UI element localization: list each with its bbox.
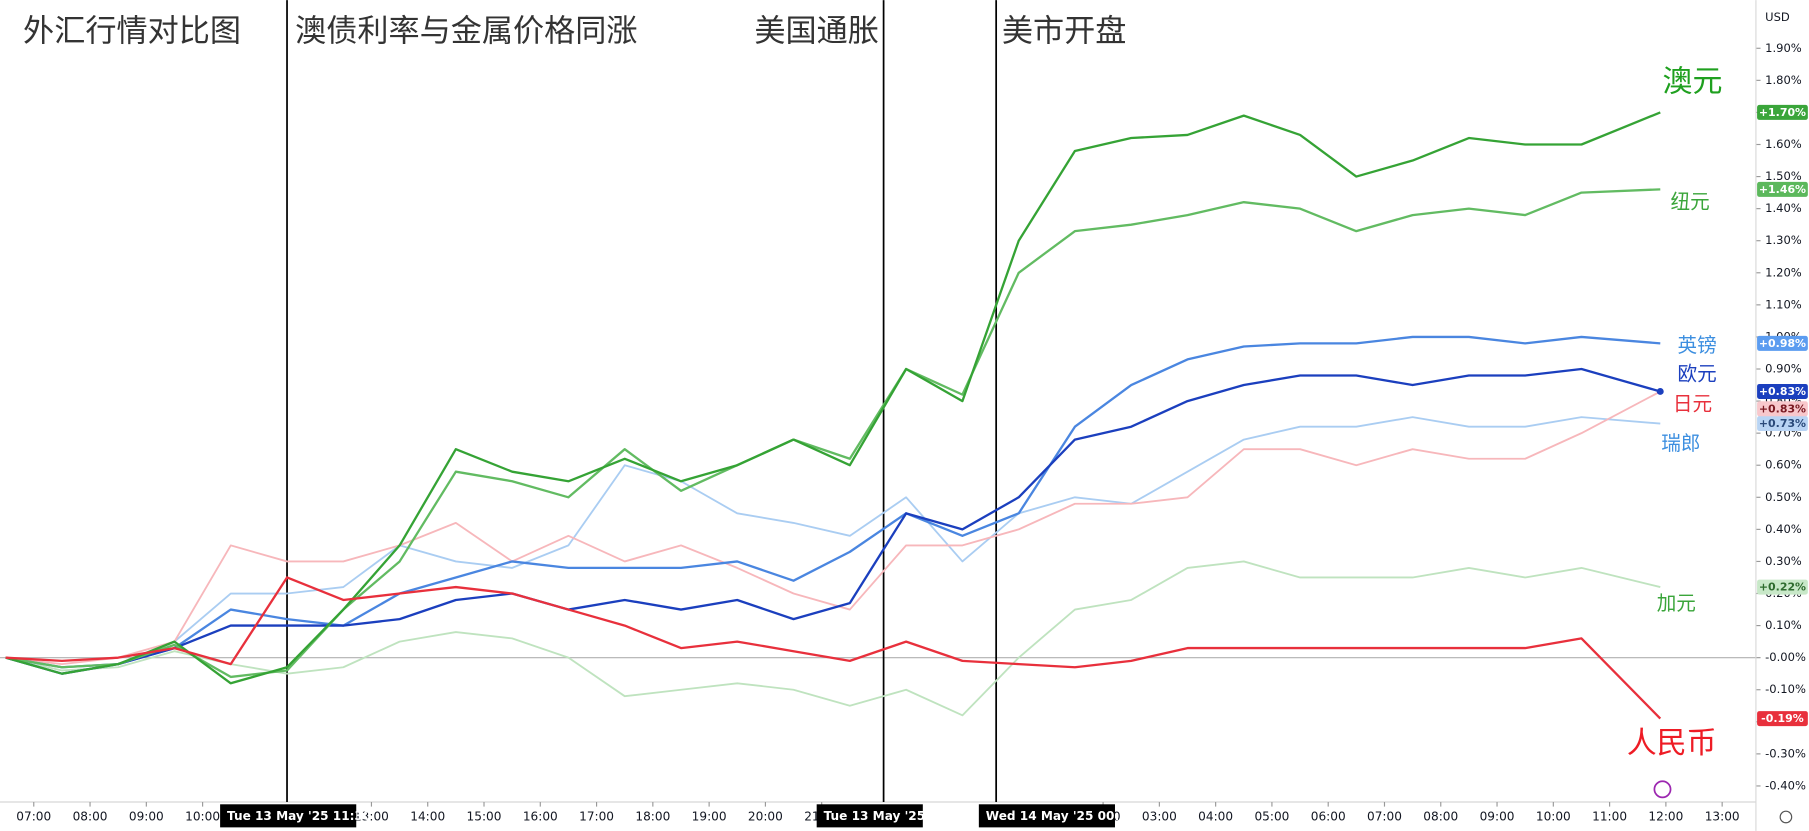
y-tick-label: -0.00%	[1765, 650, 1806, 664]
annotation: 美国通胀	[754, 13, 879, 49]
y-tick-label: -0.30%	[1765, 746, 1806, 760]
x-tick-label: 07:00	[1367, 809, 1402, 823]
x-tick-label: 20:00	[748, 809, 783, 823]
y-tick-label: 1.30%	[1765, 233, 1802, 247]
currency-button[interactable]	[1758, 4, 1805, 28]
y-tick-label: 0.30%	[1765, 554, 1802, 568]
time-label-box	[816, 804, 923, 828]
price-tag	[1757, 181, 1808, 197]
price-tag-label: +1.70%	[1759, 106, 1806, 119]
x-tick-label: 03:00	[1142, 809, 1177, 823]
series-label: 澳元	[1662, 65, 1722, 100]
y-tick-label: 1.60%	[1765, 137, 1802, 151]
series-line	[5, 188, 1661, 679]
x-tick-label: 13:00	[1705, 809, 1740, 823]
annotation: 美市开盘	[1002, 13, 1127, 49]
time-label: Tue 13 May '25 11:30	[220, 804, 371, 828]
y-tick-label: 0.40%	[1765, 522, 1802, 536]
x-tick-label: 10:00	[1536, 809, 1571, 823]
y-tick-label: 1.20%	[1765, 265, 1802, 279]
x-tick-label: 10:00	[185, 809, 220, 823]
price-tag	[1757, 383, 1808, 399]
x-tick-label: 19:00	[692, 809, 727, 823]
y-tick-label: 0.90%	[1765, 362, 1802, 376]
y-tick-label: 1.10%	[1765, 297, 1802, 311]
y-tick-label: 1.80%	[1765, 73, 1802, 87]
y-tick-label: 0.60%	[1765, 458, 1802, 472]
x-tick-label: 16:00	[523, 809, 558, 823]
price-tag-label: +0.98%	[1759, 337, 1806, 350]
time-label-text: Tue 13 May '25 11:30	[227, 809, 371, 823]
x-tick-label: 05:00	[1254, 809, 1289, 823]
x-tick-label: 11:00	[1592, 809, 1627, 823]
time-label-box	[978, 804, 1115, 828]
x-tick-label: 06:00	[1311, 809, 1346, 823]
y-tick-label: -0.10%	[1765, 682, 1806, 696]
series-line	[5, 335, 1661, 669]
x-tick-label: 12:00	[1648, 809, 1683, 823]
x-tick-label: 08:00	[1423, 809, 1458, 823]
price-tag-label: +0.73%	[1759, 417, 1806, 430]
x-tick-label: 09:00	[129, 809, 164, 823]
series-line	[5, 367, 1661, 675]
series-label: 英镑	[1677, 334, 1716, 357]
currency[interactable]: USD	[1765, 10, 1790, 24]
time-label-text: Wed 14 May '25 00:15	[986, 809, 1136, 823]
y-tick-label: 0.50%	[1765, 490, 1802, 504]
series-line	[5, 390, 1661, 666]
price-tag-label: +0.83%	[1759, 385, 1806, 398]
y-tick-label: 1.50%	[1765, 169, 1802, 183]
price-tag-label: +1.46%	[1759, 183, 1806, 196]
series-label: 纽元	[1671, 191, 1710, 214]
settings-icon[interactable]	[1779, 810, 1793, 824]
x-tick-label: 14:00	[410, 809, 445, 823]
x-tick-label: 07:00	[16, 809, 51, 823]
series-label: 欧元	[1677, 363, 1716, 386]
y-tick-label: 0.10%	[1765, 618, 1802, 632]
price-tag	[1757, 416, 1808, 432]
annotation: 外汇行情对比图	[23, 13, 241, 49]
price-tag	[1757, 401, 1808, 417]
y-tick-label: 1.40%	[1765, 201, 1802, 215]
x-tick-label: 04:00	[1198, 809, 1233, 823]
price-tag-label: +0.22%	[1759, 581, 1806, 594]
price-tag	[1757, 579, 1808, 595]
series-line	[5, 576, 1662, 720]
series-label: 日元	[1673, 393, 1712, 416]
series-label: 人民币	[1627, 726, 1717, 761]
price-tag	[1757, 711, 1808, 727]
x-tick-label: 18:00	[635, 809, 670, 823]
time-label: Tue 13 May '25 22	[816, 804, 947, 828]
y-tick-label: -0.40%	[1765, 778, 1806, 792]
annotation: 澳债利率与金属价格同涨	[295, 13, 637, 49]
x-tick-label: 13:00	[354, 809, 389, 823]
price-tag	[1757, 335, 1808, 351]
price-tag	[1757, 104, 1808, 120]
series-line	[5, 111, 1661, 685]
last-point	[1656, 387, 1664, 395]
time-label-text: Tue 13 May '25 22	[824, 809, 947, 823]
series-label: 加元	[1657, 592, 1696, 615]
x-tick-label: 09:00	[1480, 809, 1515, 823]
time-label-box	[220, 804, 357, 828]
icon[interactable]	[1653, 780, 1672, 799]
time-label: Wed 14 May '25 00:15	[978, 804, 1136, 828]
series-label: 瑞郎	[1661, 432, 1700, 455]
y-tick-label: 1.90%	[1765, 41, 1802, 55]
price-tag-label: +0.83%	[1759, 402, 1806, 415]
price-tag-label: -0.19%	[1761, 712, 1804, 725]
x-tick-label: 15:00	[467, 809, 502, 823]
x-tick-label: 17:00	[579, 809, 614, 823]
x-tick-label: 08:00	[73, 809, 108, 823]
